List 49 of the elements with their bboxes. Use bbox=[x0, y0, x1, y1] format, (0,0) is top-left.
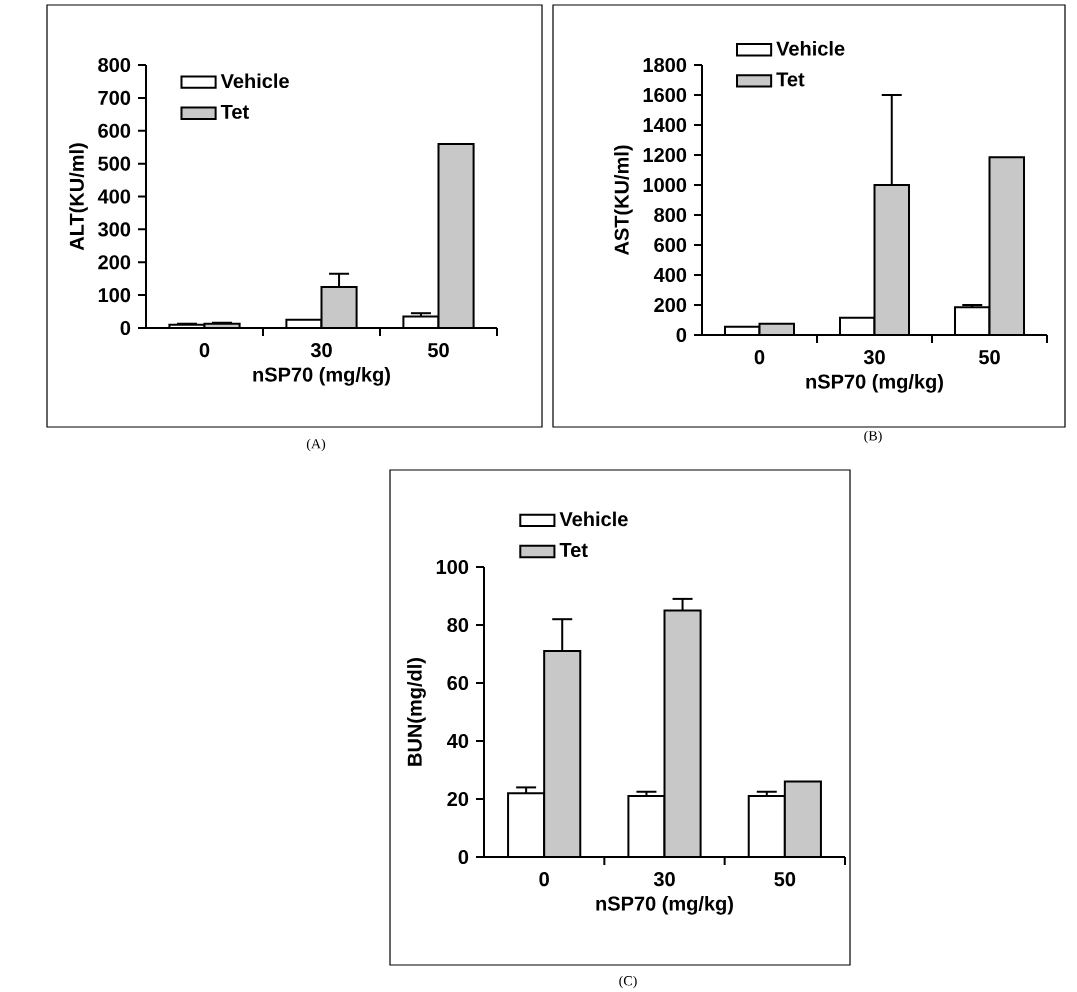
text: (A) bbox=[306, 438, 326, 452]
y-tick-label: 400 bbox=[97, 189, 131, 204]
x-axis-title: nSP70 (mg/kg) bbox=[253, 366, 390, 386]
y-tick-label: 400 bbox=[653, 267, 687, 283]
y-tick-label: 100 bbox=[98, 288, 131, 303]
legend-label: Vehicle bbox=[220, 73, 289, 89]
legend-label: Tet bbox=[220, 104, 249, 119]
y-tick-label: 0 bbox=[458, 849, 469, 865]
legend-label: Vehicle bbox=[559, 511, 628, 527]
y-axis-title: ALT(KU/ml) bbox=[69, 143, 88, 251]
y-tick-label: 800 bbox=[98, 57, 131, 73]
y-tick-label: 600 bbox=[654, 237, 687, 253]
y-tick-label: 60 bbox=[447, 675, 469, 691]
y-tick-label: 0 bbox=[676, 327, 687, 343]
x-tick-label: 0 bbox=[754, 350, 765, 365]
x-tick-label: 30 bbox=[653, 872, 675, 887]
x-axis-title: nSP70 (mg/kg) bbox=[596, 895, 733, 915]
y-tick-label: 1600 bbox=[643, 87, 687, 103]
x-tick-label: 0 bbox=[539, 872, 549, 887]
x-tick-label: 50 bbox=[428, 343, 449, 358]
text: (C) bbox=[619, 975, 637, 989]
x-axis-title: nSP70 (mg/kg) bbox=[806, 373, 943, 393]
y-axis-title: AST(KU/ml) bbox=[614, 145, 633, 256]
y-tick-label: 600 bbox=[98, 123, 131, 138]
x-tick-label: 50 bbox=[979, 350, 1000, 365]
y-tick-label: 20 bbox=[447, 791, 469, 807]
x-tick-label: 30 bbox=[310, 343, 332, 358]
legend-label: Vehicle bbox=[776, 41, 845, 56]
y-tick-label: 1800 bbox=[643, 57, 687, 73]
y-tick-label: 100 bbox=[436, 559, 469, 575]
y-tick-label: 1200 bbox=[643, 147, 687, 163]
x-tick-label: 0 bbox=[199, 343, 210, 358]
x-tick-label: 30 bbox=[863, 350, 885, 365]
legend-label: Tet bbox=[776, 72, 805, 87]
y-axis-title: BUN(mg/dl) bbox=[407, 657, 426, 766]
y-tick-label: 1400 bbox=[643, 117, 687, 133]
y-tick-label: 80 bbox=[447, 617, 469, 633]
x-tick-label: 50 bbox=[774, 872, 796, 887]
y-tick-label: 200 bbox=[654, 297, 687, 313]
y-tick-label: 300 bbox=[98, 222, 131, 237]
y-tick-label: 700 bbox=[98, 90, 131, 105]
text: (B) bbox=[864, 430, 882, 444]
y-tick-label: 800 bbox=[654, 207, 687, 223]
y-tick-label: 200 bbox=[98, 255, 131, 270]
y-tick-label: 40 bbox=[447, 733, 469, 749]
y-tick-label: 1000 bbox=[643, 177, 687, 193]
y-tick-label: 500 bbox=[98, 156, 131, 171]
y-tick-label: 0 bbox=[120, 320, 131, 336]
legend-label: Tet bbox=[559, 543, 588, 558]
